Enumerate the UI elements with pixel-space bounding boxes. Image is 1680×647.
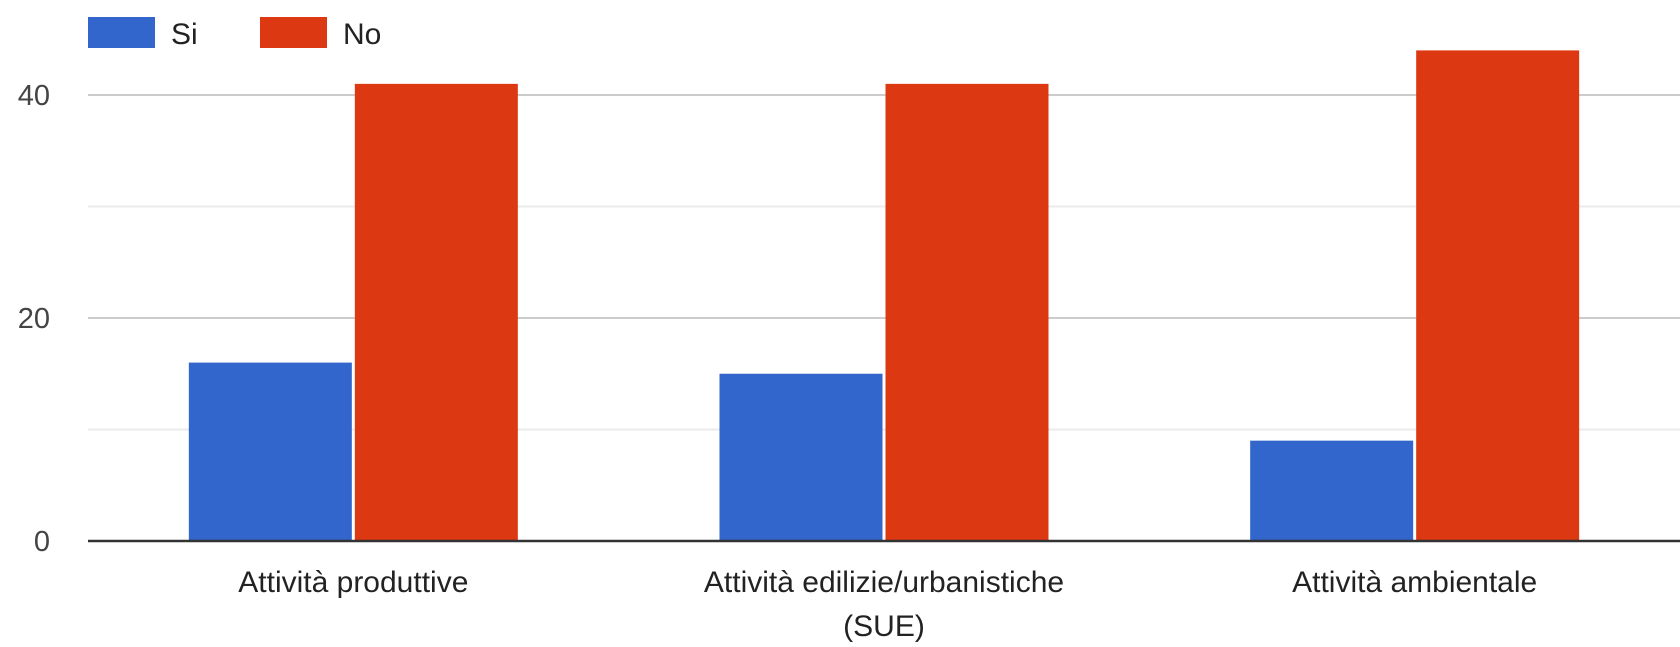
y-tick-label: 0 (34, 526, 50, 558)
legend-swatch-no (260, 17, 327, 48)
bar-no-2 (1416, 50, 1580, 542)
legend-swatch-si (88, 17, 155, 48)
y-tick-label: 20 (18, 303, 50, 335)
legend-label-no: No (343, 18, 381, 51)
axes: 0 20 40 Attività produttive Attività edilizi… (18, 80, 1680, 643)
bar-no-0 (354, 83, 518, 541)
bars (188, 50, 1580, 542)
y-tick-label: 40 (18, 80, 50, 112)
x-category-label: Attività edilizie/urbanistiche (704, 566, 1064, 599)
bar-no-1 (885, 83, 1049, 541)
x-category-label: Attività produttive (238, 566, 468, 599)
legend-label-si: Si (171, 18, 198, 51)
legend: Si No (88, 17, 381, 51)
bar-si-0 (188, 362, 352, 541)
grid (88, 94, 1680, 431)
bar-si-2 (1250, 440, 1414, 541)
bar-si-1 (719, 373, 883, 541)
x-category-label: Attività ambientale (1292, 566, 1537, 599)
x-category-label: (SUE) (843, 610, 925, 643)
